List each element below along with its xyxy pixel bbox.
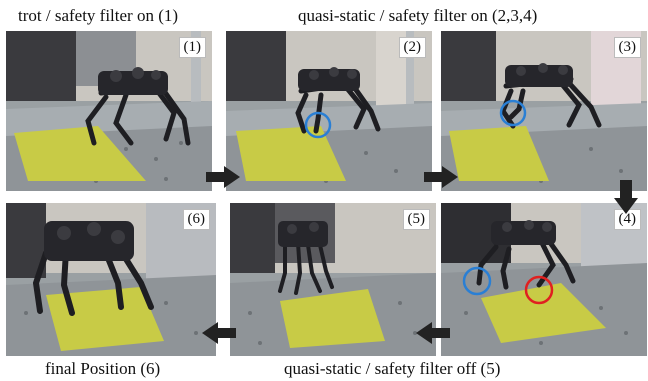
robot-filter-off-photo (230, 203, 436, 356)
panel-label: (1) (178, 37, 206, 58)
photo-panel-3: (3) (441, 31, 647, 191)
caption-quasi-static-filter-on: quasi-static / safety filter on (2,3,4) (298, 6, 538, 25)
robot-trot-photo (6, 31, 212, 191)
caption-quasi-static-filter-off: quasi-static / safety filter off (5) (284, 359, 501, 378)
caption-final-position: final Position (6) (45, 359, 161, 378)
robot-quasi-static-photo (226, 31, 432, 191)
robot-quasi-static-photo (441, 203, 647, 356)
arrow-left-icon (416, 322, 450, 344)
photo-panel-6: (6) (6, 203, 216, 356)
panel-label: (5) (402, 209, 430, 230)
arrow-right-icon (424, 166, 458, 188)
blue-highlight-circle (304, 111, 332, 139)
photo-panel-2: (2) (226, 31, 432, 191)
arrow-down-icon (614, 180, 638, 214)
blue-highlight-circle (499, 99, 527, 127)
blue-highlight-circle (462, 266, 492, 296)
red-highlight-circle (524, 275, 554, 305)
panel-label: (6) (182, 209, 210, 230)
photo-panel-5: (5) (230, 203, 436, 356)
panel-label: (4) (613, 209, 641, 230)
arrow-right-icon (206, 166, 240, 188)
arrow-left-icon (202, 322, 236, 344)
panel-label: (3) (613, 37, 641, 58)
caption-trot-filter-on: trot / safety filter on (1) (18, 6, 179, 25)
photo-panel-4: (4) (441, 203, 647, 356)
photo-panel-1: (1) (6, 31, 212, 191)
panel-label: (2) (398, 37, 426, 58)
